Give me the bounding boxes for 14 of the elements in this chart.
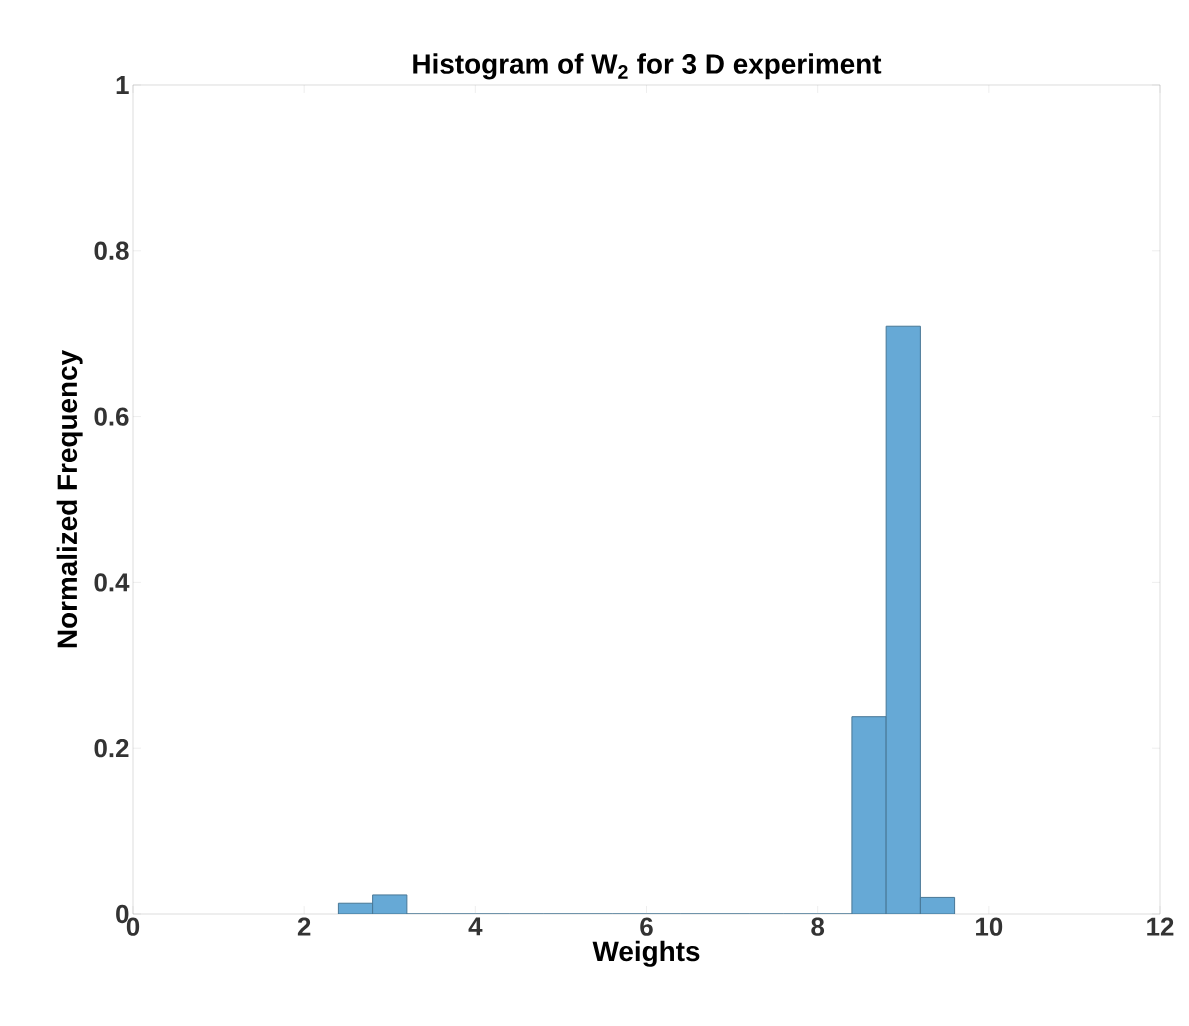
chart-title: Histogram of W$_{2}$ for 3 D experiment — [413, 53, 882, 80]
y-tick-label: 1 — [116, 76, 129, 94]
x-tick-label: 10 — [976, 917, 1003, 936]
x-tick-label: 4 — [468, 917, 483, 936]
y-tick-label: 0.2 — [94, 739, 129, 758]
y-axis-title: Normalized Frequency — [56, 350, 83, 648]
y-tick-label: 0.4 — [94, 573, 130, 592]
y-tick-label: 0.8 — [94, 241, 129, 260]
x-axis-title: Weights — [592, 940, 700, 967]
x-tick-label: 2 — [297, 917, 311, 936]
x-tick-label: 6 — [640, 917, 653, 936]
y-tick-label: 0.6 — [94, 407, 129, 426]
x-tick-label: 8 — [811, 917, 825, 936]
x-tick-label: 12 — [1147, 917, 1174, 936]
